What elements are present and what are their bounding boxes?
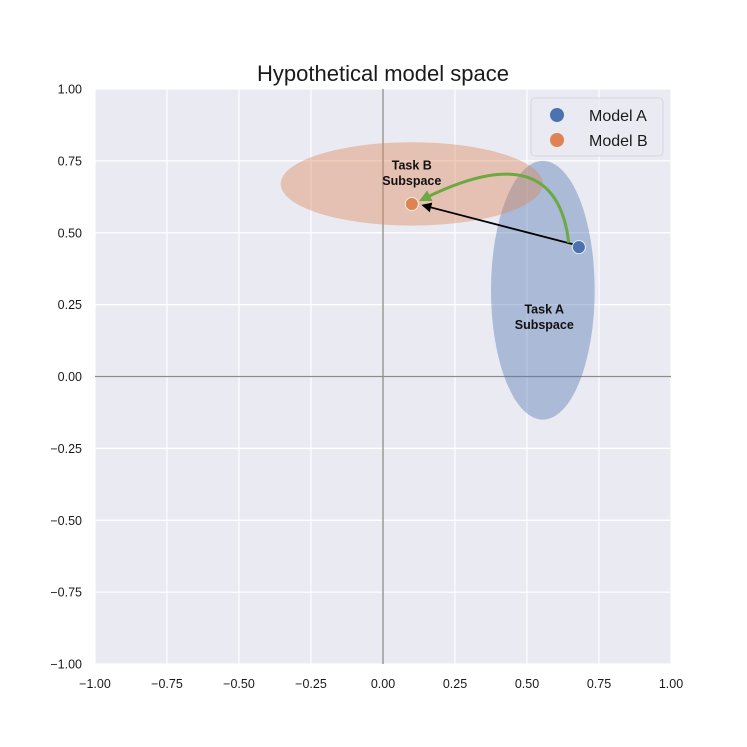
arrows: [419, 172, 574, 246]
regions: Task A Subspace Task B Subspace: [280, 142, 595, 420]
x-axis-ticks: −1.00 −0.75 −0.50 −0.25 0.00 0.25 0.50 0.75 1.00: [79, 677, 683, 691]
x-tick-label: 0.00: [371, 677, 395, 691]
legend-label: Model B: [589, 133, 648, 150]
region-label: Task B Subspace: [382, 159, 441, 189]
chart-title: Hypothetical model space: [257, 61, 509, 86]
y-tick-label: 0.75: [58, 154, 82, 168]
legend: Model A Model B: [530, 97, 664, 157]
x-tick-label: −1.00: [79, 677, 111, 691]
y-tick-label: 0.25: [58, 298, 82, 312]
legend-box: [530, 97, 664, 157]
x-tick-label: −0.25: [295, 677, 327, 691]
legend-label: Model A: [589, 108, 647, 125]
x-tick-label: −0.50: [223, 677, 255, 691]
axis-lines: [95, 89, 671, 664]
y-tick-label: −0.75: [50, 586, 82, 600]
subspace-region: [280, 142, 543, 226]
region-label: Task A Subspace: [515, 302, 574, 332]
x-tick-label: 0.50: [515, 677, 539, 691]
y-tick-label: 1.00: [58, 83, 82, 97]
x-tick-label: 0.25: [443, 677, 467, 691]
x-tick-label: 0.75: [587, 677, 611, 691]
y-tick-label: 0.00: [58, 370, 82, 384]
subspace-region: [491, 160, 595, 420]
y-tick-label: −1.00: [50, 658, 82, 672]
y-axis-ticks: −1.00 −0.75 −0.50 −0.25 0.00 0.25 0.50 0.75 1.00: [50, 83, 82, 672]
y-tick-label: −0.50: [50, 514, 82, 528]
curved-arrow: [419, 172, 571, 243]
x-tick-label: −0.75: [151, 677, 183, 691]
y-tick-label: −0.25: [50, 442, 82, 456]
point-model-a: [571, 240, 586, 255]
y-tick-label: 0.50: [58, 226, 82, 240]
straight-arrow: [421, 202, 574, 246]
points: [404, 197, 586, 255]
x-tick-label: 1.00: [659, 677, 683, 691]
legend-marker: [550, 133, 564, 147]
point-model-b: [404, 197, 419, 211]
legend-marker: [550, 108, 564, 122]
